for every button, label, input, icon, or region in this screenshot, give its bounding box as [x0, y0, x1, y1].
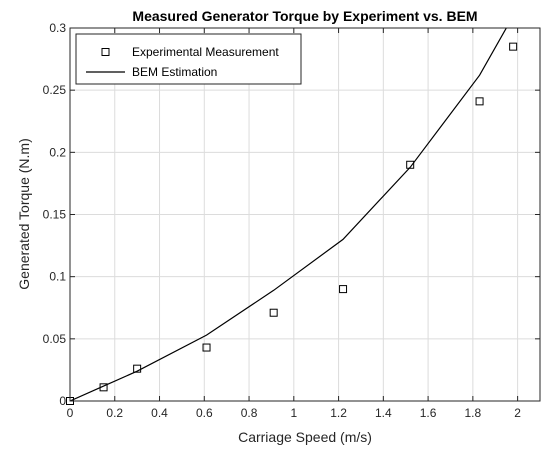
y-tick-label: 0.05 [43, 332, 67, 346]
x-tick-label: 1.4 [375, 406, 392, 420]
x-tick-label: 1.6 [420, 406, 437, 420]
series-lines [70, 28, 508, 401]
y-tick-label: 0.25 [43, 83, 67, 97]
x-tick-label: 0.2 [106, 406, 123, 420]
x-tick-label: 1 [290, 406, 297, 420]
chart-title: Measured Generator Torque by Experiment … [132, 8, 477, 24]
legend-label: Experimental Measurement [132, 45, 279, 59]
data-point-experimental [133, 364, 142, 373]
x-tick-label: 1.8 [465, 406, 482, 420]
x-tick-label: 0 [67, 406, 74, 420]
legend-marker-swatch [101, 48, 110, 56]
series-markers [66, 42, 518, 405]
y-tick-label: 0.3 [49, 21, 66, 35]
y-tick-label: 0.1 [49, 270, 66, 284]
x-tick-label: 0.8 [241, 406, 258, 420]
y-tick-label: 0.2 [49, 145, 66, 159]
legend-label: BEM Estimation [132, 65, 217, 79]
data-point-experimental [509, 42, 518, 51]
data-point-experimental [269, 308, 278, 317]
y-tick-label: 0.15 [43, 208, 67, 222]
data-point-experimental [339, 285, 348, 294]
x-tick-label: 0.6 [196, 406, 213, 420]
data-point-experimental [406, 160, 415, 169]
x-axis-label: Carriage Speed (m/s) [238, 429, 372, 445]
x-tick-label: 2 [514, 406, 521, 420]
y-axis-label: Generated Torque (N.m) [16, 138, 32, 289]
data-point-experimental [475, 97, 484, 106]
x-tick-label: 0.4 [151, 406, 168, 420]
legend: Experimental Measurement BEM Estimation [75, 33, 302, 85]
data-point-experimental [202, 343, 211, 352]
series-line-bem-estimation [70, 28, 508, 401]
x-tick-label: 1.2 [330, 406, 347, 420]
x-ticks: 0 0.2 0.4 0.6 0.8 1 1.2 1.4 1.6 1.8 2 [67, 28, 521, 420]
y-ticks: 0 0.05 0.1 0.15 0.2 0.25 0.3 [43, 21, 540, 408]
legend-box [75, 33, 302, 85]
data-point-experimental [99, 383, 108, 392]
plot-content [66, 28, 518, 405]
y-tick-label: 0 [59, 394, 66, 408]
